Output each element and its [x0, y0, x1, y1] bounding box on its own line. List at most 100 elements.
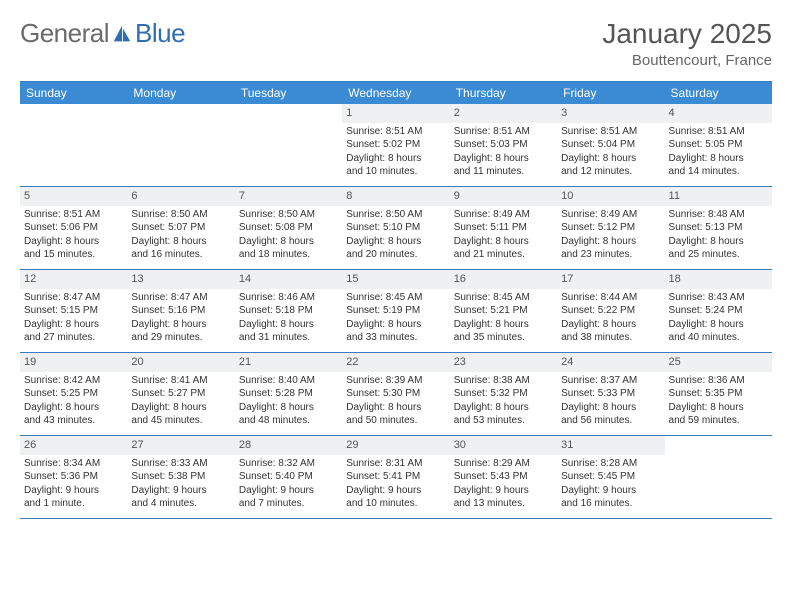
sunrise-text: Sunrise: 8:51 AM: [669, 125, 768, 139]
daylight-line2: and 40 minutes.: [669, 331, 768, 345]
sunset-text: Sunset: 5:45 PM: [561, 470, 660, 484]
daylight-line1: Daylight: 8 hours: [561, 235, 660, 249]
day-number: 11: [665, 187, 772, 206]
day-cell: 31Sunrise: 8:28 AMSunset: 5:45 PMDayligh…: [557, 436, 664, 518]
logo-text-right: Blue: [135, 18, 185, 49]
daylight-line1: Daylight: 8 hours: [24, 401, 123, 415]
daylight-line1: Daylight: 9 hours: [454, 484, 553, 498]
sunrise-text: Sunrise: 8:29 AM: [454, 457, 553, 471]
daylight-line2: and 16 minutes.: [561, 497, 660, 511]
day-body: Sunrise: 8:51 AMSunset: 5:03 PMDaylight:…: [450, 123, 557, 183]
day-cell: 10Sunrise: 8:49 AMSunset: 5:12 PMDayligh…: [557, 187, 664, 269]
day-number: 16: [450, 270, 557, 289]
sunset-text: Sunset: 5:05 PM: [669, 138, 768, 152]
daylight-line1: Daylight: 8 hours: [669, 401, 768, 415]
day-cell: 24Sunrise: 8:37 AMSunset: 5:33 PMDayligh…: [557, 353, 664, 435]
day-body: Sunrise: 8:51 AMSunset: 5:02 PMDaylight:…: [342, 123, 449, 183]
day-number: 26: [20, 436, 127, 455]
daylight-line1: Daylight: 8 hours: [454, 152, 553, 166]
daylight-line2: and 10 minutes.: [346, 165, 445, 179]
day-cell: 7Sunrise: 8:50 AMSunset: 5:08 PMDaylight…: [235, 187, 342, 269]
sunrise-text: Sunrise: 8:32 AM: [239, 457, 338, 471]
day-cell: 4Sunrise: 8:51 AMSunset: 5:05 PMDaylight…: [665, 104, 772, 186]
daylight-line2: and 35 minutes.: [454, 331, 553, 345]
day-cell: 11Sunrise: 8:48 AMSunset: 5:13 PMDayligh…: [665, 187, 772, 269]
day-cell: 27Sunrise: 8:33 AMSunset: 5:38 PMDayligh…: [127, 436, 234, 518]
day-cell: 28Sunrise: 8:32 AMSunset: 5:40 PMDayligh…: [235, 436, 342, 518]
day-body: Sunrise: 8:36 AMSunset: 5:35 PMDaylight:…: [665, 372, 772, 432]
sunrise-text: Sunrise: 8:40 AM: [239, 374, 338, 388]
day-cell: [127, 104, 234, 186]
day-number: 17: [557, 270, 664, 289]
day-number: 24: [557, 353, 664, 372]
daylight-line1: Daylight: 8 hours: [561, 152, 660, 166]
day-number: 30: [450, 436, 557, 455]
daylight-line2: and 4 minutes.: [131, 497, 230, 511]
day-number: 8: [342, 187, 449, 206]
day-body: Sunrise: 8:41 AMSunset: 5:27 PMDaylight:…: [127, 372, 234, 432]
day-cell: 2Sunrise: 8:51 AMSunset: 5:03 PMDaylight…: [450, 104, 557, 186]
day-number: 15: [342, 270, 449, 289]
day-header: Wednesday: [342, 82, 449, 104]
daylight-line2: and 11 minutes.: [454, 165, 553, 179]
week-row: 1Sunrise: 8:51 AMSunset: 5:02 PMDaylight…: [20, 104, 772, 187]
day-body: Sunrise: 8:28 AMSunset: 5:45 PMDaylight:…: [557, 455, 664, 515]
sunrise-text: Sunrise: 8:45 AM: [454, 291, 553, 305]
day-body: Sunrise: 8:31 AMSunset: 5:41 PMDaylight:…: [342, 455, 449, 515]
daylight-line1: Daylight: 8 hours: [24, 318, 123, 332]
day-cell: 19Sunrise: 8:42 AMSunset: 5:25 PMDayligh…: [20, 353, 127, 435]
daylight-line1: Daylight: 8 hours: [346, 235, 445, 249]
day-body: Sunrise: 8:47 AMSunset: 5:15 PMDaylight:…: [20, 289, 127, 349]
sail-icon: [111, 23, 133, 45]
sunrise-text: Sunrise: 8:48 AM: [669, 208, 768, 222]
daylight-line2: and 27 minutes.: [24, 331, 123, 345]
title-block: January 2025 Bouttencourt, France: [602, 18, 772, 69]
week-row: 12Sunrise: 8:47 AMSunset: 5:15 PMDayligh…: [20, 270, 772, 353]
day-body: Sunrise: 8:50 AMSunset: 5:07 PMDaylight:…: [127, 206, 234, 266]
day-number: 12: [20, 270, 127, 289]
sunset-text: Sunset: 5:18 PM: [239, 304, 338, 318]
sunrise-text: Sunrise: 8:47 AM: [24, 291, 123, 305]
daylight-line2: and 45 minutes.: [131, 414, 230, 428]
day-body: Sunrise: 8:47 AMSunset: 5:16 PMDaylight:…: [127, 289, 234, 349]
sunset-text: Sunset: 5:19 PM: [346, 304, 445, 318]
week-row: 19Sunrise: 8:42 AMSunset: 5:25 PMDayligh…: [20, 353, 772, 436]
day-body: Sunrise: 8:44 AMSunset: 5:22 PMDaylight:…: [557, 289, 664, 349]
sunset-text: Sunset: 5:11 PM: [454, 221, 553, 235]
sunset-text: Sunset: 5:07 PM: [131, 221, 230, 235]
day-body: Sunrise: 8:39 AMSunset: 5:30 PMDaylight:…: [342, 372, 449, 432]
sunset-text: Sunset: 5:04 PM: [561, 138, 660, 152]
day-header: Saturday: [665, 82, 772, 104]
weeks-container: 1Sunrise: 8:51 AMSunset: 5:02 PMDaylight…: [20, 104, 772, 519]
sunrise-text: Sunrise: 8:42 AM: [24, 374, 123, 388]
day-cell: 22Sunrise: 8:39 AMSunset: 5:30 PMDayligh…: [342, 353, 449, 435]
sunrise-text: Sunrise: 8:43 AM: [669, 291, 768, 305]
daylight-line2: and 43 minutes.: [24, 414, 123, 428]
day-number: 14: [235, 270, 342, 289]
daylight-line2: and 10 minutes.: [346, 497, 445, 511]
day-body: Sunrise: 8:46 AMSunset: 5:18 PMDaylight:…: [235, 289, 342, 349]
day-header: Thursday: [450, 82, 557, 104]
day-number: 6: [127, 187, 234, 206]
day-body: Sunrise: 8:40 AMSunset: 5:28 PMDaylight:…: [235, 372, 342, 432]
sunrise-text: Sunrise: 8:50 AM: [239, 208, 338, 222]
day-body: Sunrise: 8:42 AMSunset: 5:25 PMDaylight:…: [20, 372, 127, 432]
sunset-text: Sunset: 5:28 PM: [239, 387, 338, 401]
sunset-text: Sunset: 5:33 PM: [561, 387, 660, 401]
sunset-text: Sunset: 5:41 PM: [346, 470, 445, 484]
sunset-text: Sunset: 5:16 PM: [131, 304, 230, 318]
sunrise-text: Sunrise: 8:51 AM: [24, 208, 123, 222]
day-body: Sunrise: 8:49 AMSunset: 5:12 PMDaylight:…: [557, 206, 664, 266]
day-body: Sunrise: 8:51 AMSunset: 5:05 PMDaylight:…: [665, 123, 772, 183]
day-cell: 14Sunrise: 8:46 AMSunset: 5:18 PMDayligh…: [235, 270, 342, 352]
daylight-line2: and 59 minutes.: [669, 414, 768, 428]
daylight-line1: Daylight: 8 hours: [454, 235, 553, 249]
day-cell: 8Sunrise: 8:50 AMSunset: 5:10 PMDaylight…: [342, 187, 449, 269]
daylight-line1: Daylight: 8 hours: [669, 152, 768, 166]
day-number: 27: [127, 436, 234, 455]
daylight-line2: and 23 minutes.: [561, 248, 660, 262]
day-cell: 3Sunrise: 8:51 AMSunset: 5:04 PMDaylight…: [557, 104, 664, 186]
daylight-line1: Daylight: 8 hours: [454, 401, 553, 415]
day-cell: 26Sunrise: 8:34 AMSunset: 5:36 PMDayligh…: [20, 436, 127, 518]
day-number: 25: [665, 353, 772, 372]
